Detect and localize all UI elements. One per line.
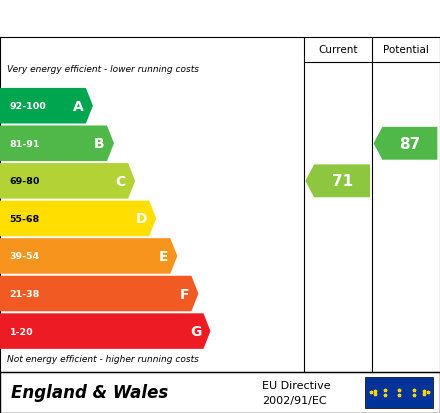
Text: F: F: [180, 287, 189, 301]
Text: Potential: Potential: [383, 45, 429, 55]
Text: D: D: [136, 212, 147, 226]
Text: 92-100: 92-100: [10, 102, 47, 111]
Text: Current: Current: [318, 45, 357, 55]
Polygon shape: [0, 239, 177, 274]
Text: 71: 71: [331, 174, 353, 189]
Text: 55-68: 55-68: [10, 214, 40, 223]
Text: 87: 87: [399, 136, 421, 152]
Text: Very energy efficient - lower running costs: Very energy efficient - lower running co…: [7, 64, 198, 74]
Text: G: G: [190, 324, 201, 338]
Polygon shape: [0, 276, 198, 311]
Text: 69-80: 69-80: [10, 177, 40, 186]
Text: A: A: [73, 100, 84, 114]
Text: Energy Efficiency Rating: Energy Efficiency Rating: [11, 10, 299, 30]
Text: C: C: [116, 174, 126, 188]
Text: EU Directive: EU Directive: [262, 380, 330, 390]
Text: 2002/91/EC: 2002/91/EC: [262, 395, 326, 405]
Polygon shape: [0, 313, 210, 349]
Polygon shape: [305, 165, 370, 198]
Text: Not energy efficient - higher running costs: Not energy efficient - higher running co…: [7, 354, 198, 363]
Text: 21-38: 21-38: [10, 290, 40, 298]
Polygon shape: [0, 126, 114, 161]
Text: B: B: [94, 137, 105, 151]
Text: 81-91: 81-91: [10, 140, 40, 148]
Text: E: E: [158, 249, 168, 263]
Bar: [365, 377, 433, 408]
Text: England & Wales: England & Wales: [11, 383, 168, 401]
Polygon shape: [0, 164, 135, 199]
Polygon shape: [0, 201, 156, 237]
Polygon shape: [374, 128, 437, 160]
Polygon shape: [0, 89, 93, 124]
Text: 39-54: 39-54: [10, 252, 40, 261]
Text: 1-20: 1-20: [10, 327, 33, 336]
